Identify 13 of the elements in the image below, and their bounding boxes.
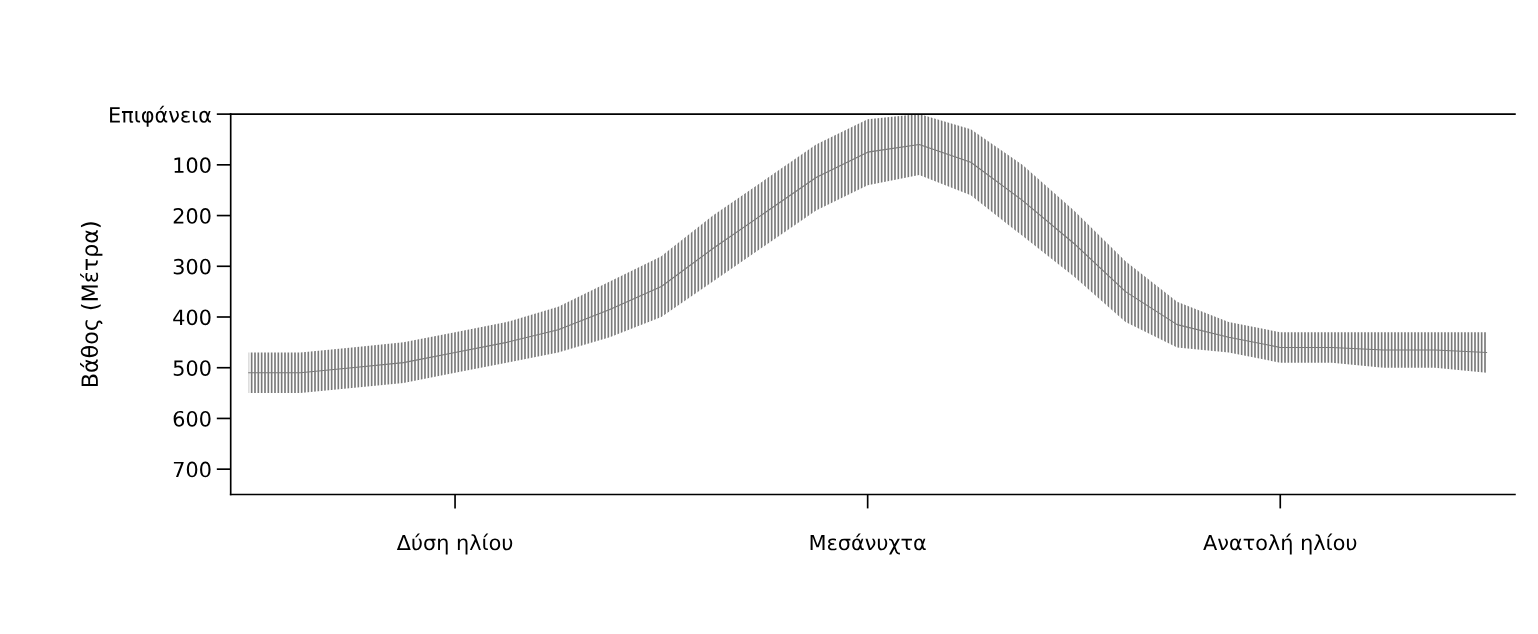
y-tick-label: 500	[173, 360, 211, 376]
x-tick-label: Δύση ηλίου	[396, 533, 513, 555]
y-tick-label: 200	[173, 208, 211, 224]
y-axis-title: Βάθος (Μέτρα)	[80, 222, 103, 387]
x-tick-label: Ανατολή ηλίου	[1203, 533, 1357, 555]
line-series	[248, 143, 1488, 374]
y-tick-label: 700	[173, 461, 211, 478]
y-tick-label: 100	[174, 157, 211, 174]
x-tick-label: Μεσάνυχτα	[810, 533, 926, 555]
y-tick-label: 600	[173, 410, 211, 427]
y-tick-label: 300	[173, 258, 211, 275]
y-tick-label: 400	[173, 309, 211, 326]
y-tick-label: Επιφάνεια	[110, 105, 211, 127]
